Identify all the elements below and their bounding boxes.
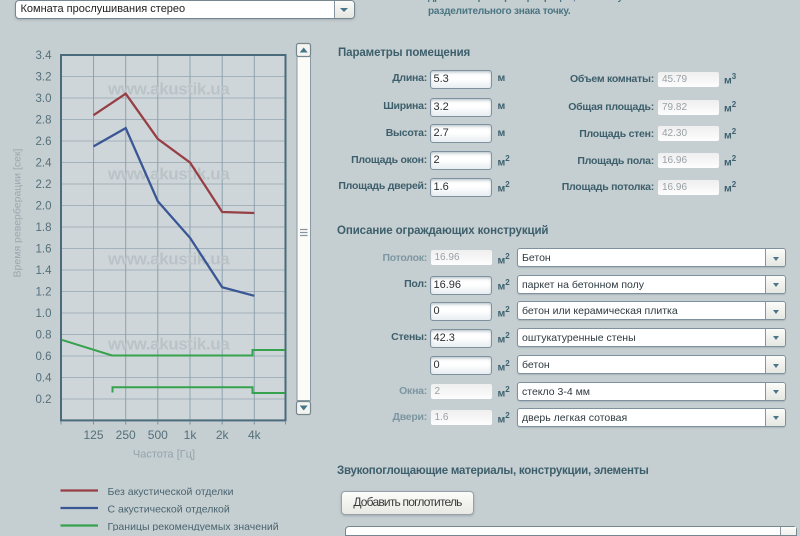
svg-text:1.6: 1.6: [36, 243, 52, 255]
svg-text:2.4: 2.4: [36, 157, 53, 169]
svg-text:Частота [Гц]: Частота [Гц]: [133, 449, 195, 461]
svg-text:4k: 4k: [248, 428, 262, 442]
svg-text:www.akustik.ua: www.akustik.ua: [107, 165, 230, 184]
svg-text:3.0: 3.0: [36, 93, 52, 105]
svg-text:Границы рекомендуемых значений: Границы рекомендуемых значений: [108, 521, 279, 531]
svg-text:500: 500: [148, 428, 168, 442]
svg-text:2k: 2k: [216, 428, 230, 442]
svg-text:1.2: 1.2: [36, 286, 52, 298]
svg-text:www.akustik.ua: www.akustik.ua: [107, 80, 230, 99]
svg-text:0.2: 0.2: [36, 394, 52, 406]
svg-text:250: 250: [116, 428, 136, 442]
svg-text:2.0: 2.0: [36, 200, 52, 212]
svg-text:3.4: 3.4: [36, 50, 53, 62]
svg-text:0.6: 0.6: [36, 351, 52, 363]
svg-text:Без акустической отделки: Без акустической отделки: [108, 486, 234, 498]
svg-text:www.akustik.ua: www.akustik.ua: [107, 250, 230, 269]
svg-text:Время реверберации [сек]: Время реверберации [сек]: [12, 148, 24, 277]
svg-text:2.8: 2.8: [36, 114, 52, 126]
svg-text:С акустической отделкой: С акустической отделкой: [108, 504, 230, 516]
svg-text:2.6: 2.6: [36, 136, 52, 148]
svg-text:2.2: 2.2: [36, 179, 52, 191]
svg-text:1.8: 1.8: [36, 222, 52, 234]
svg-text:0.4: 0.4: [36, 372, 53, 384]
svg-text:www.akustik.ua: www.akustik.ua: [107, 335, 230, 354]
svg-text:1.0: 1.0: [36, 308, 52, 320]
svg-text:0.8: 0.8: [36, 329, 52, 341]
svg-text:125: 125: [83, 428, 103, 442]
svg-text:3.2: 3.2: [36, 71, 52, 83]
svg-text:1k: 1k: [184, 428, 198, 442]
svg-text:1.4: 1.4: [36, 265, 53, 277]
